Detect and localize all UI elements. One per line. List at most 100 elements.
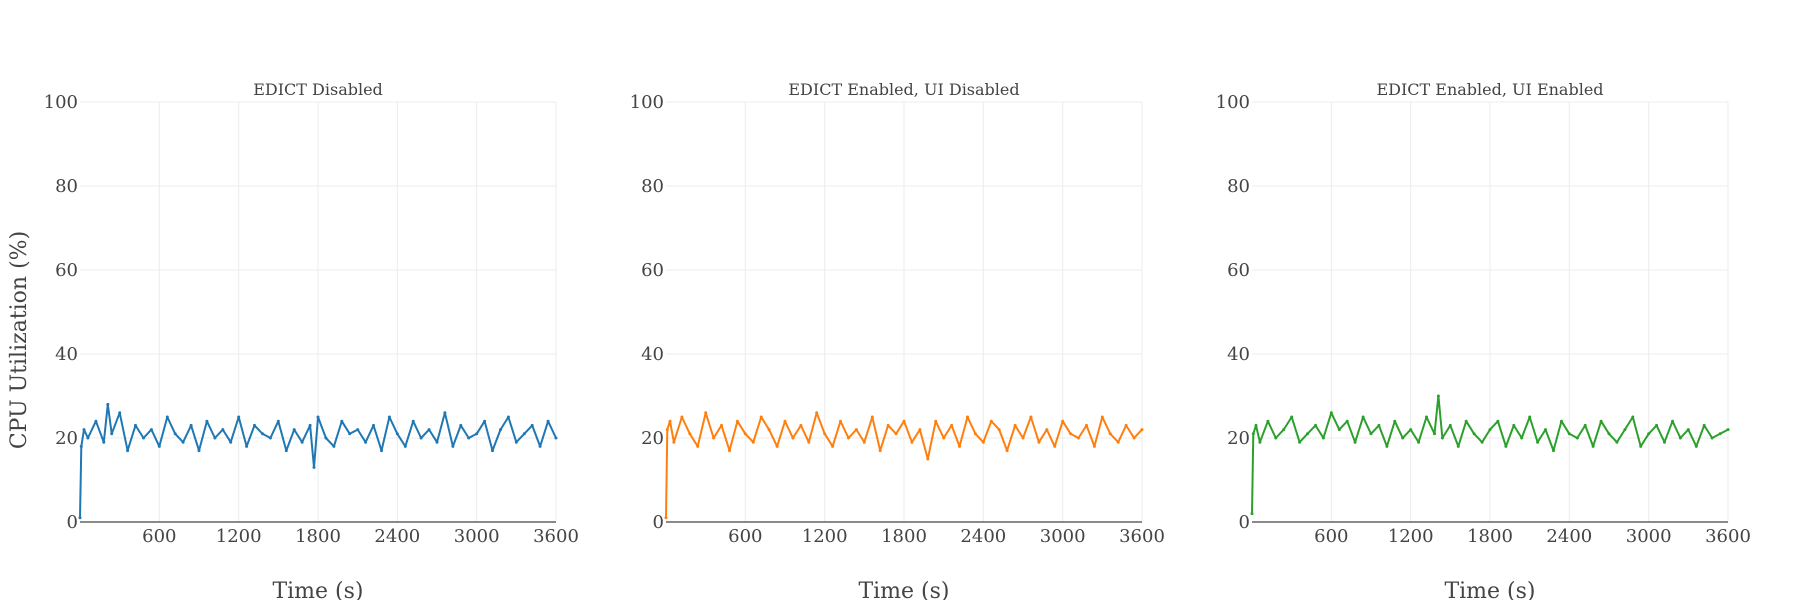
data-point [1251,432,1255,436]
x-tick-label: 2400 [1546,526,1592,547]
data-point [1329,411,1333,415]
data-point [82,428,86,432]
data-point [1440,436,1444,440]
data-point [712,436,716,440]
data-point [1631,415,1635,419]
series-line [1251,395,1729,514]
data-point [1480,440,1484,444]
y-tick-label: 100 [44,92,78,113]
data-point [261,432,264,436]
data-point [173,432,177,436]
x-tick-label: 2400 [374,526,420,547]
data-point [878,449,882,453]
data-point [126,449,130,453]
data-point [229,440,233,444]
data-point [1037,440,1041,444]
x-tick-label: 1200 [1388,526,1434,547]
gridlines [666,101,1143,522]
panel-subtitle: EDICT Enabled, UI Enabled [1376,80,1603,99]
panel-edict-enabled-ui-disabled: EDICT Enabled, UI Disabled Time (s) [788,80,1019,600]
data-point [427,428,431,432]
series-points [664,411,1144,520]
x-tick-label: 600 [142,526,176,547]
data-point [1559,419,1563,423]
data-point [775,444,779,448]
data-point [799,423,803,427]
plot-area: 0 20 40 60 80 100 600 1200 1800 2400 3000 3600 [1216,92,1751,547]
data-point [743,432,747,436]
plot-area: 0 20 40 60 80 100 600 1200 1800 2400 3000 3600 [630,92,1165,547]
data-point [815,411,819,415]
data-point [735,419,739,423]
y-tick-label: 80 [1227,176,1250,197]
data-point [1092,444,1096,448]
data-point [467,436,471,440]
data-point [1528,415,1532,419]
data-point [276,419,280,423]
data-point [1005,449,1009,453]
y-tick-label: 0 [653,512,664,533]
data-point [197,449,201,453]
data-point [1575,436,1579,440]
data-point [823,432,827,436]
data-point [554,436,558,440]
data-point [387,415,391,419]
data-point [720,423,723,427]
data-point [1639,444,1643,448]
data-point [94,419,98,423]
data-point [268,436,272,440]
data-point [1472,432,1476,436]
y-tick-label: 60 [641,260,664,281]
x-tick-label: 1800 [1467,526,1513,547]
data-point [1061,419,1065,423]
data-point [1464,419,1468,423]
data-point [1053,444,1057,448]
data-point [981,440,985,444]
data-point [918,428,922,432]
data-point [751,440,755,444]
x-tick-label: 1200 [802,526,848,547]
data-point [1337,428,1341,432]
data-point [672,440,676,444]
data-point [1069,432,1073,436]
x-tick-label: 3600 [1705,526,1751,547]
x-tick-label: 1200 [216,526,262,547]
data-point [205,419,209,423]
data-point [668,419,672,423]
data-point [1045,428,1049,432]
data-point [894,432,898,436]
x-tick-label: 3000 [1040,526,1086,547]
data-point [459,423,463,427]
data-point [292,428,296,432]
y-axis-title: CPU Utilization (%) [7,231,32,449]
data-point [86,436,90,440]
data-point [1345,419,1349,423]
data-point [1512,423,1516,427]
y-tick-label: 80 [641,176,664,197]
y-tick-label: 100 [1216,92,1250,113]
data-point [380,449,383,453]
data-point [1436,394,1440,398]
data-point [1710,436,1714,440]
data-point [910,440,914,444]
data-point [189,423,193,427]
data-point [475,432,479,436]
data-point [973,432,977,436]
data-point [688,432,692,436]
data-point [1321,436,1325,440]
data-point [1504,444,1508,448]
data-point [1417,440,1421,444]
data-point [1401,436,1405,440]
y-tick-label: 40 [1227,344,1250,365]
data-point [664,516,668,520]
series-points [78,402,558,520]
data-point [759,415,763,419]
data-point [1077,436,1080,440]
data-point [1718,432,1722,436]
data-point [1448,423,1452,427]
data-point [1013,423,1017,427]
data-point [1266,419,1270,423]
data-point [1124,423,1128,427]
y-tick-label: 100 [630,92,664,113]
data-point [704,411,708,415]
